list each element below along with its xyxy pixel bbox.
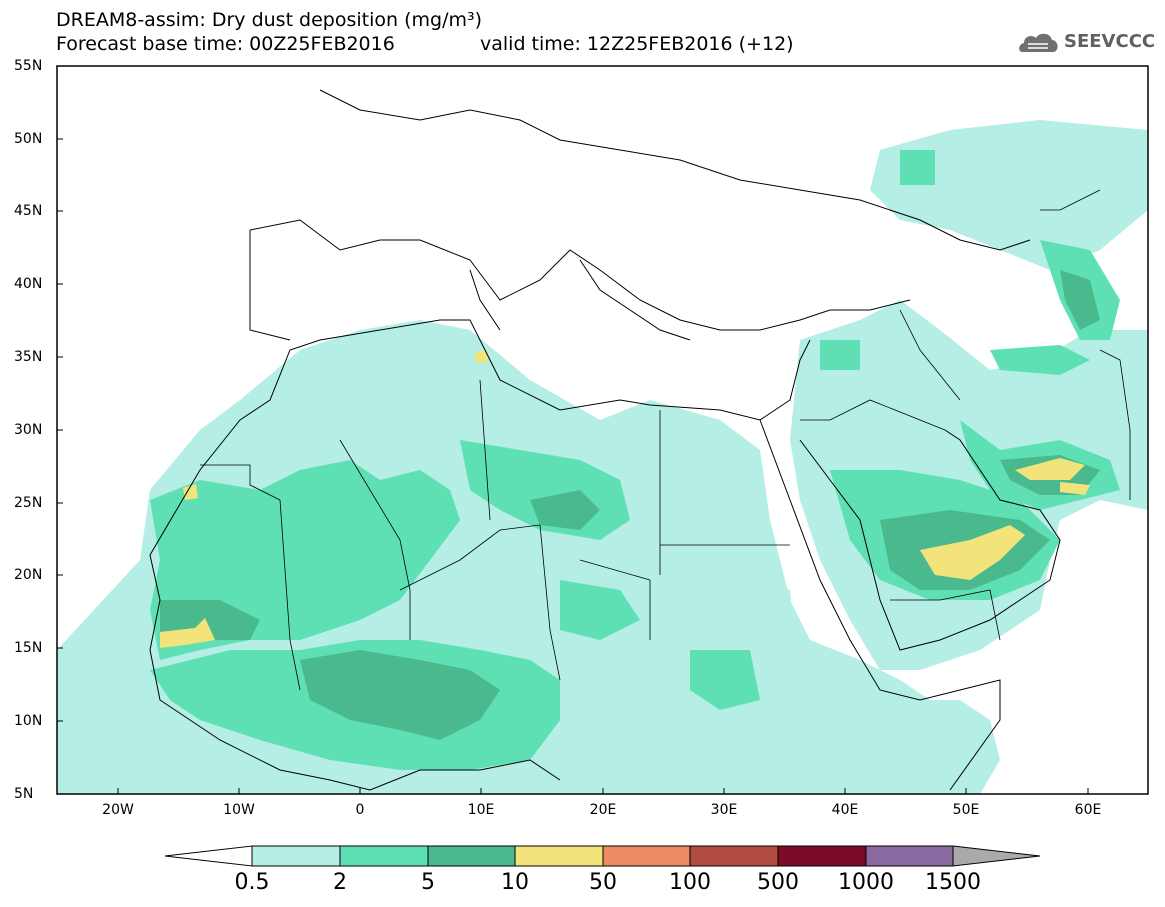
colorbar-label: 1500: [925, 870, 981, 895]
colorbar-segment: [514, 845, 604, 867]
lat-label: 20N: [14, 567, 43, 583]
colorbar-segment: [339, 845, 429, 867]
colorbar-label: 500: [757, 870, 799, 895]
colorbar-label: 50: [589, 870, 617, 895]
lat-label: 25N: [14, 495, 43, 511]
colorbar-label: 100: [669, 870, 711, 895]
colorbar-label: 10: [501, 870, 529, 895]
lat-label: 15N: [14, 640, 43, 656]
lon-label: 50E: [952, 802, 980, 818]
lat-label: 5N: [14, 786, 34, 802]
colorbar-label: 5: [421, 870, 435, 895]
colorbar-label: 2: [333, 870, 347, 895]
lon-label: 60E: [1074, 802, 1102, 818]
cloud-icon: [1019, 33, 1058, 52]
colorbar: [164, 845, 1041, 867]
dust-field-yellow: [160, 350, 1090, 648]
lon-label: 10W: [223, 802, 255, 818]
lat-label: 35N: [14, 349, 43, 365]
lon-label: 40E: [831, 802, 859, 818]
valid-time: valid time: 12Z25FEB2016 (+12): [480, 33, 794, 55]
country-borders: [200, 189, 1131, 691]
lon-label: 10E: [467, 802, 495, 818]
axis-ticks: [57, 65, 1089, 794]
logo-text: SEEVCCC: [1064, 31, 1156, 52]
coastlines: [149, 89, 1061, 791]
lon-label: 30E: [710, 802, 738, 818]
lat-label: 45N: [14, 203, 43, 219]
colorbar-segment: [602, 845, 691, 867]
colorbar-segment: [777, 845, 867, 867]
lat-label: 30N: [14, 422, 43, 438]
colorbar-high-arrow: [952, 845, 1041, 867]
colorbar-segment: [865, 845, 954, 867]
map-title: DREAM8-assim: Dry dust deposition (mg/m³…: [56, 9, 483, 31]
colorbar-low-arrow: [164, 845, 253, 867]
colorbar-segment: [251, 845, 341, 867]
colorbar-label: 0.5: [234, 870, 270, 895]
colorbar-label: 1000: [838, 870, 894, 895]
lat-label: 50N: [14, 131, 43, 147]
lat-label: 40N: [14, 276, 43, 292]
lon-label: 20W: [102, 802, 134, 818]
lat-label: 55N: [14, 58, 43, 74]
lon-label: 20E: [589, 802, 617, 818]
forecast-base-time: Forecast base time: 00Z25FEB2016: [56, 33, 395, 55]
lon-label: 0: [355, 802, 365, 818]
colorbar-segment: [427, 845, 516, 867]
colorbar-segment: [689, 845, 779, 867]
lat-label: 10N: [14, 713, 43, 729]
